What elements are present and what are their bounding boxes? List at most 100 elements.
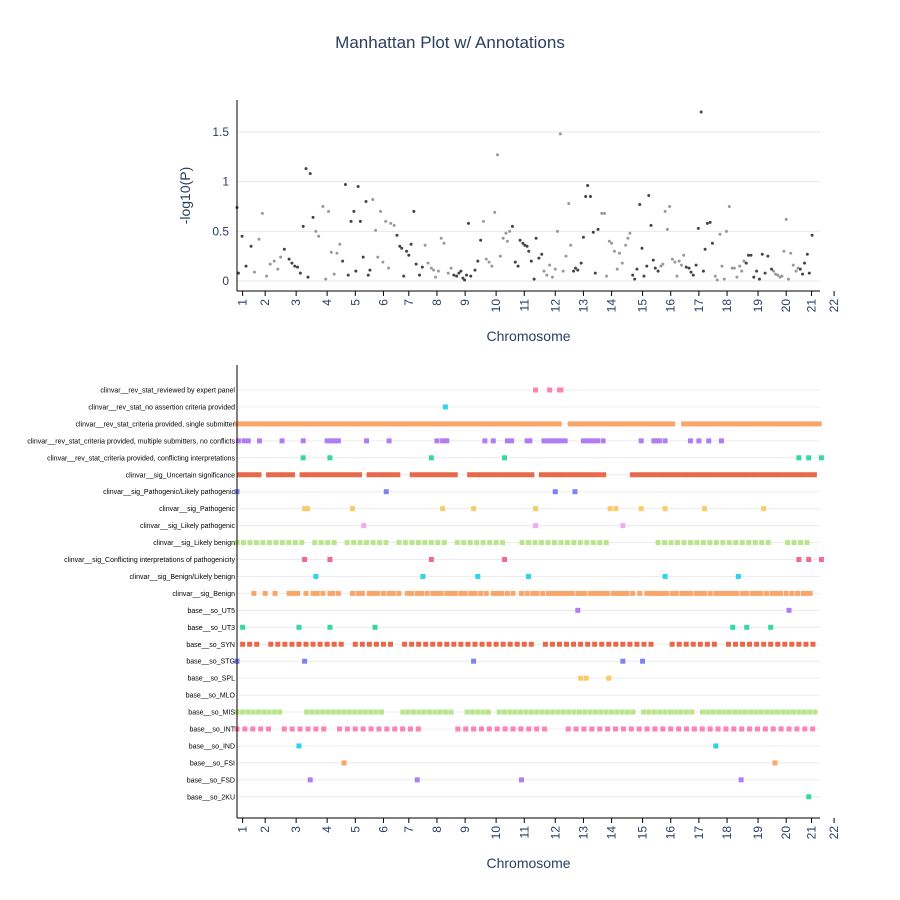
data-point <box>461 276 465 280</box>
x-tick-label: 5 <box>348 826 362 833</box>
annotation-marker <box>510 726 516 732</box>
data-point <box>338 242 342 246</box>
data-point <box>588 194 592 198</box>
data-point <box>516 264 520 268</box>
annotation-marker <box>327 590 333 596</box>
data-point <box>343 183 347 187</box>
data-point <box>358 219 362 223</box>
annotation-marker <box>427 709 433 715</box>
annotation-marker <box>325 540 331 546</box>
annotation-marker <box>266 540 272 546</box>
annotation-marker <box>556 590 562 596</box>
annotation-marker <box>443 472 449 478</box>
annotation-marker <box>467 472 473 478</box>
annotation-marker <box>668 726 674 732</box>
annotation-marker <box>676 726 682 732</box>
annotation-marker <box>432 709 438 715</box>
annotation-marker <box>553 472 559 478</box>
annotation-marker <box>433 472 439 478</box>
annotation-marker <box>702 590 708 596</box>
annotation-marker <box>494 726 500 732</box>
annotation-marker <box>380 641 386 647</box>
annotation-marker <box>758 421 764 427</box>
data-point <box>490 264 494 268</box>
data-point <box>476 259 480 263</box>
annotation-marker <box>626 421 632 427</box>
data-point <box>710 241 714 245</box>
category-label: clinvar__rev_stat_criteria provided, con… <box>47 455 235 462</box>
data-point <box>696 226 700 230</box>
annotation-marker <box>490 438 496 444</box>
annotation-marker <box>479 421 485 427</box>
data-point <box>718 232 722 236</box>
annotation-marker <box>582 421 588 427</box>
annotation-marker <box>738 777 744 783</box>
data-point <box>314 229 318 233</box>
annotation-marker <box>467 540 473 546</box>
annotation-marker <box>735 472 741 478</box>
category-label: base__so_FSD <box>187 777 235 784</box>
annotation-marker <box>463 726 469 732</box>
annotation-marker <box>490 421 496 427</box>
annotation-marker <box>693 590 699 596</box>
annotation-marker <box>526 540 531 546</box>
annotation-marker <box>558 540 564 546</box>
annotation-marker <box>531 421 537 427</box>
data-point <box>324 277 328 281</box>
x-tick-label: 10 <box>489 826 503 840</box>
annotation-marker <box>773 590 779 596</box>
category-label: clinvar__rev_stat_criteria provided, sin… <box>75 421 235 428</box>
annotation-marker <box>552 489 558 495</box>
annotation-marker <box>584 540 590 546</box>
x-tick-label: 16 <box>664 826 678 840</box>
annotation-marker <box>421 709 427 715</box>
data-point <box>635 267 639 271</box>
annotation-marker <box>744 624 750 630</box>
data-point <box>298 271 302 275</box>
chart-title: Manhattan Plot w/ Annotations <box>335 33 565 52</box>
annotation-marker <box>384 421 390 427</box>
annotation-marker <box>516 421 522 427</box>
data-point <box>576 268 580 272</box>
annotation-marker <box>558 472 564 478</box>
annotation-marker <box>662 540 668 546</box>
data-point <box>395 233 399 237</box>
annotation-marker <box>472 590 478 596</box>
annotation-marker <box>375 590 381 596</box>
annotation-marker <box>620 523 626 529</box>
annotation-marker <box>437 641 443 647</box>
data-point <box>798 267 802 271</box>
annotation-marker <box>807 590 813 596</box>
annotation-marker <box>589 726 595 732</box>
annotation-marker <box>320 590 326 596</box>
annotation-marker <box>396 540 402 546</box>
data-point <box>776 273 780 277</box>
annotation-marker <box>580 438 586 444</box>
annotation-marker <box>406 421 412 427</box>
annotation-marker <box>344 726 350 732</box>
annotation-marker <box>542 726 548 732</box>
annotation-marker <box>541 438 547 444</box>
annotation-marker <box>524 590 530 596</box>
data-point <box>308 172 312 176</box>
category-label: clinvar__sig_Conflicting interpretations… <box>64 557 235 564</box>
annotation-marker <box>462 590 468 596</box>
annotation-marker <box>402 641 408 647</box>
annotation-marker <box>471 658 477 664</box>
annotation-marker <box>255 709 261 715</box>
data-point <box>540 252 544 256</box>
annotation-marker <box>289 421 295 427</box>
annotation-marker <box>668 540 674 546</box>
data-point <box>727 204 731 208</box>
annotation-marker <box>776 421 782 427</box>
annotation-marker <box>247 641 253 647</box>
annotation-marker <box>337 472 343 478</box>
annotation-marker <box>362 421 368 427</box>
data-point <box>801 272 805 276</box>
annotation-marker <box>366 641 372 647</box>
annotation-marker <box>807 472 813 478</box>
data-point <box>505 239 509 243</box>
annotation-marker <box>655 421 661 427</box>
annotation-marker <box>607 421 613 427</box>
annotation-marker <box>500 472 506 478</box>
